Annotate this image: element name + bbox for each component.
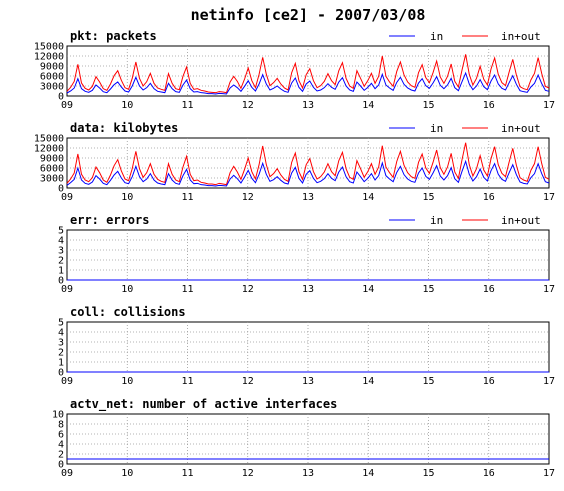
x-tick-label: 11 [181,100,193,111]
x-tick-label: 11 [181,284,193,295]
panel-title: coll: collisions [70,305,186,319]
y-tick-label: 15000 [34,42,64,53]
y-tick-label: 10 [52,410,64,421]
y-tick-label: 4 [58,236,64,247]
legend-label-1: in+out [501,122,541,135]
x-tick-label: 17 [543,376,555,387]
x-tick-label: 12 [242,468,254,479]
y-tick-label: 4 [58,328,64,339]
x-tick-label: 12 [242,376,254,387]
series-line-in-out [66,142,550,186]
x-tick-label: 15 [422,100,434,111]
y-tick-label: 12000 [34,52,64,63]
x-tick-label: 15 [422,468,434,479]
x-tick-label: 10 [121,284,133,295]
x-tick-label: 13 [302,376,314,387]
y-tick-label: 0 [58,460,64,471]
chart-panel-4: actv_net: number of active interfaces 024… [52,397,555,479]
x-tick-label: 15 [422,284,434,295]
chart-panel-1: data: kilobytes in in+out 03000600090001200… [34,121,555,203]
x-tick-label: 13 [302,284,314,295]
panel-title: err: errors [70,213,149,227]
y-tick-label: 2 [58,450,64,461]
legend-label-1: in+out [501,214,541,227]
x-tick-label: 13 [302,100,314,111]
y-tick-label: 15000 [34,134,64,145]
x-tick-label: 17 [543,192,555,203]
y-tick-label: 3 [58,338,64,349]
x-tick-label: 14 [362,468,374,479]
x-tick-label: 13 [302,468,314,479]
series-line-in-out [66,54,550,94]
legend-label-1: in+out [501,30,541,43]
y-tick-label: 2 [58,348,64,359]
chart-panels: pkt: packets in in+out03000600090001200015… [34,29,555,479]
x-tick-label: 14 [362,192,374,203]
x-tick-label: 17 [543,468,555,479]
x-tick-label: 14 [362,376,374,387]
panel-title: pkt: packets [70,29,157,43]
y-tick-label: 3000 [40,82,64,93]
y-tick-label: 6 [58,430,64,441]
x-tick-label: 16 [483,376,495,387]
x-tick-label: 09 [61,100,73,111]
x-tick-label: 11 [181,376,193,387]
legend-label-0: in [430,122,443,135]
x-tick-label: 10 [121,376,133,387]
y-tick-label: 6000 [40,164,64,175]
y-tick-label: 3 [58,246,64,257]
x-tick-label: 16 [483,100,495,111]
x-tick-label: 09 [61,468,73,479]
x-tick-label: 17 [543,100,555,111]
y-tick-label: 3000 [40,174,64,185]
x-tick-label: 16 [483,284,495,295]
y-tick-label: 0 [58,184,64,195]
legend-label-0: in [430,30,443,43]
y-tick-label: 9000 [40,62,64,73]
y-tick-label: 0 [58,276,64,287]
y-tick-label: 8 [58,420,64,431]
x-tick-label: 11 [181,468,193,479]
x-tick-label: 12 [242,100,254,111]
legend-label-0: in [430,214,443,227]
x-tick-label: 12 [242,192,254,203]
y-tick-label: 5 [58,318,64,329]
x-tick-label: 09 [61,376,73,387]
y-tick-label: 9000 [40,154,64,165]
x-tick-label: 10 [121,192,133,203]
panel-title: actv_net: number of active interfaces [70,397,337,412]
y-tick-label: 1 [58,358,64,369]
x-tick-label: 15 [422,192,434,203]
y-tick-label: 5 [58,226,64,237]
y-tick-label: 12000 [34,144,64,155]
chart-panel-0: pkt: packets in in+out03000600090001200015… [34,29,555,111]
y-tick-label: 1 [58,266,64,277]
x-tick-label: 09 [61,192,73,203]
x-tick-label: 11 [181,192,193,203]
x-tick-label: 16 [483,468,495,479]
x-tick-label: 12 [242,284,254,295]
x-tick-label: 14 [362,100,374,111]
y-tick-label: 4 [58,440,64,451]
y-tick-label: 0 [58,368,64,379]
x-tick-label: 14 [362,284,374,295]
x-tick-label: 17 [543,284,555,295]
x-tick-label: 10 [121,468,133,479]
page-title: netinfo [ce2] - 2007/03/08 [191,6,426,24]
series-line-in [66,71,550,95]
panel-title: data: kilobytes [70,121,178,135]
y-tick-label: 0 [58,92,64,103]
x-tick-label: 13 [302,192,314,203]
series-line-in [66,159,550,187]
y-tick-label: 6000 [40,72,64,83]
x-tick-label: 10 [121,100,133,111]
x-tick-label: 09 [61,284,73,295]
x-tick-label: 15 [422,376,434,387]
y-tick-label: 2 [58,256,64,267]
x-tick-label: 16 [483,192,495,203]
